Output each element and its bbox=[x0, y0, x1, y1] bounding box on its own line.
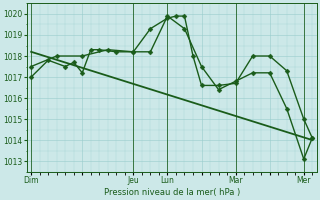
X-axis label: Pression niveau de la mer( hPa ): Pression niveau de la mer( hPa ) bbox=[104, 188, 240, 197]
